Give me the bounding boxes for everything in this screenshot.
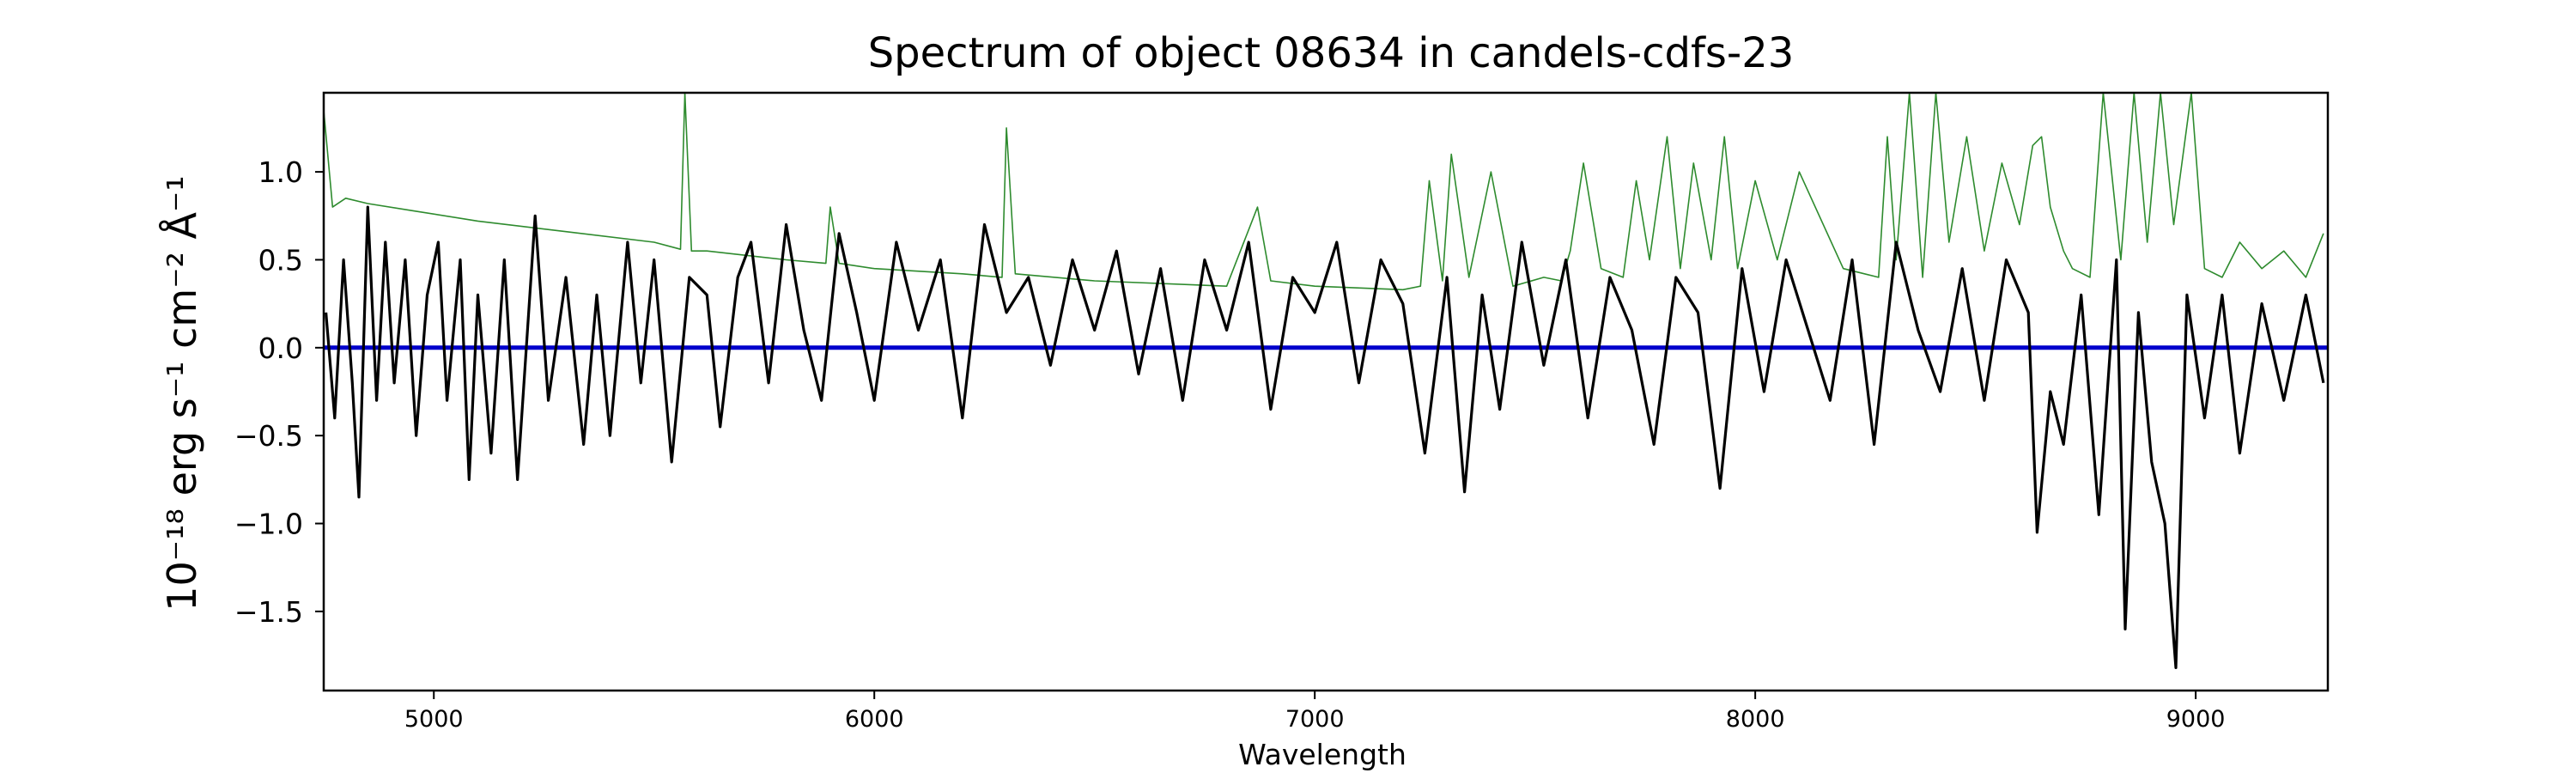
x-tick-label: 8000 bbox=[1726, 706, 1785, 733]
error-spectrum-line bbox=[324, 93, 2324, 291]
plot-frame bbox=[322, 91, 2330, 692]
y-axis-ticks: −1.5 −1.0 −0.5 0.0 0.5 1.0 bbox=[234, 155, 324, 629]
chart-title: Spectrum of object 08634 in candels-cdfs… bbox=[868, 29, 1795, 77]
y-tick-label: 0.0 bbox=[258, 332, 303, 365]
flux-spectrum-line bbox=[325, 205, 2325, 670]
x-tick-label: 5000 bbox=[404, 706, 464, 733]
x-tick-label: 9000 bbox=[2166, 706, 2226, 733]
x-axis-ticks: 5000 6000 7000 8000 9000 bbox=[404, 691, 2226, 733]
y-tick-label: −0.5 bbox=[234, 419, 303, 453]
y-tick-label: −1.0 bbox=[234, 508, 303, 541]
y-tick-label: 0.5 bbox=[258, 243, 303, 277]
y-tick-label: −1.5 bbox=[234, 595, 303, 629]
y-tick-label: 1.0 bbox=[258, 155, 303, 189]
plot-area bbox=[324, 93, 2328, 670]
x-tick-label: 6000 bbox=[845, 706, 904, 733]
x-axis-label: Wavelength bbox=[1238, 738, 1406, 771]
y-axis-label: 10⁻¹⁸ erg s⁻¹ cm⁻² Å⁻¹ bbox=[159, 175, 205, 611]
x-tick-label: 7000 bbox=[1285, 706, 1345, 733]
